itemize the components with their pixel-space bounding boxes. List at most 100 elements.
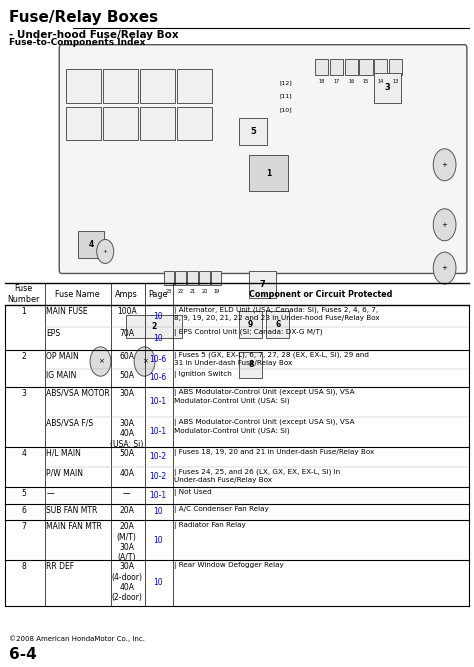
Bar	[140, 107, 175, 140]
Bar	[66, 69, 101, 103]
Bar	[211, 271, 221, 285]
Text: 6: 6	[21, 506, 26, 514]
Bar	[266, 311, 289, 338]
Text: 20A
(M/T)
30A
(A/T): 20A (M/T) 30A (A/T)	[117, 522, 137, 562]
Text: +: +	[103, 249, 108, 254]
Bar	[249, 271, 276, 298]
Bar	[345, 59, 358, 75]
Text: 20: 20	[201, 289, 208, 293]
Text: ©2008 American HondaMotor Co., Inc.: ©2008 American HondaMotor Co., Inc.	[9, 635, 146, 642]
Text: 13: 13	[392, 79, 399, 84]
Text: 19: 19	[213, 289, 219, 293]
Text: 10: 10	[153, 536, 163, 545]
Text: 14: 14	[377, 79, 384, 84]
Text: 30A: 30A	[119, 389, 134, 398]
Text: 3: 3	[384, 83, 391, 92]
Text: ABS/VSA MOTOR: ABS/VSA MOTOR	[46, 389, 110, 398]
Text: SUB FAN MTR: SUB FAN MTR	[46, 506, 98, 514]
Text: 2: 2	[21, 352, 26, 361]
Text: 10-2: 10-2	[149, 472, 166, 482]
Text: 10-6: 10-6	[149, 355, 166, 364]
Text: +: +	[442, 222, 447, 227]
Bar	[164, 271, 174, 285]
Text: [10]: [10]	[280, 107, 292, 112]
Text: RR DEF: RR DEF	[46, 562, 74, 571]
Bar	[177, 69, 212, 103]
Text: | Not Used: | Not Used	[174, 489, 212, 496]
Bar	[239, 118, 267, 145]
Text: | ABS Modulator-Control Unit (except USA Si), VSA
Modulator-Control Unit (USA: S: | ABS Modulator-Control Unit (except USA…	[174, 389, 355, 404]
Text: | Fuses 18, 19, 20 and 21 in Under-dash Fuse/Relay Box: | Fuses 18, 19, 20 and 21 in Under-dash …	[174, 449, 374, 456]
Text: | Radiator Fan Relay: | Radiator Fan Relay	[174, 522, 246, 529]
Circle shape	[433, 252, 456, 284]
Text: 2: 2	[151, 322, 157, 331]
Bar	[177, 107, 212, 140]
Text: 10-1: 10-1	[149, 491, 166, 500]
Text: 30A
(4-door)
40A
(2-door): 30A (4-door) 40A (2-door)	[111, 562, 142, 602]
Text: 5: 5	[21, 489, 26, 498]
Text: 23: 23	[165, 289, 172, 293]
Text: 8: 8	[248, 360, 254, 370]
Text: Fuse Name: Fuse Name	[55, 289, 100, 299]
Bar	[239, 311, 262, 338]
Bar	[374, 59, 387, 75]
Bar	[103, 107, 138, 140]
Text: | Rear Window Defogger Relay: | Rear Window Defogger Relay	[174, 562, 284, 569]
Text: EPS: EPS	[46, 329, 61, 338]
Bar	[374, 73, 401, 103]
Text: 7: 7	[260, 280, 265, 289]
Text: ABS/VSA F/S: ABS/VSA F/S	[46, 419, 93, 428]
Text: 6-4: 6-4	[9, 647, 37, 662]
Text: 21: 21	[189, 289, 196, 293]
Text: 10-6: 10-6	[149, 374, 166, 382]
Text: 50A: 50A	[119, 449, 134, 458]
Text: 10: 10	[153, 311, 163, 321]
Text: 1: 1	[21, 307, 26, 315]
Text: 3: 3	[21, 389, 26, 398]
Bar	[315, 59, 328, 75]
Text: [12]: [12]	[280, 80, 292, 85]
Text: P/W MAIN: P/W MAIN	[46, 469, 83, 478]
Text: MAIN FUSE: MAIN FUSE	[46, 307, 88, 315]
Text: IG MAIN: IG MAIN	[46, 371, 77, 380]
Circle shape	[90, 347, 111, 376]
Text: ×: ×	[98, 359, 103, 364]
Circle shape	[433, 209, 456, 241]
Text: 16: 16	[348, 79, 355, 84]
Text: —: —	[46, 489, 54, 498]
Text: | EPS Control Unit (Si; Canada: DX-G M/T): | EPS Control Unit (Si; Canada: DX-G M/T…	[174, 329, 323, 336]
Bar	[187, 271, 198, 285]
Text: 10-1: 10-1	[149, 428, 166, 436]
Bar	[103, 69, 138, 103]
Bar	[126, 315, 182, 338]
Bar	[330, 59, 343, 75]
Text: Fuse/Relay Boxes: Fuse/Relay Boxes	[9, 10, 159, 25]
Text: | Ignition Switch: | Ignition Switch	[174, 371, 232, 378]
Text: 15: 15	[363, 79, 369, 84]
Text: 100A: 100A	[117, 307, 137, 315]
Text: 30A
40A
(USA: Si): 30A 40A (USA: Si)	[110, 419, 144, 449]
Text: OP MAIN: OP MAIN	[46, 352, 79, 361]
Text: 6: 6	[275, 320, 281, 329]
Text: | A/C Condenser Fan Relay: | A/C Condenser Fan Relay	[174, 506, 269, 512]
Circle shape	[97, 239, 114, 263]
Text: 17: 17	[333, 79, 340, 84]
FancyBboxPatch shape	[59, 45, 467, 273]
Text: Component or Circuit Protected: Component or Circuit Protected	[249, 289, 393, 299]
Text: H/L MAIN: H/L MAIN	[46, 449, 82, 458]
Text: Amps: Amps	[116, 289, 138, 299]
Text: 4: 4	[21, 449, 26, 458]
Text: 10-2: 10-2	[149, 452, 166, 462]
Text: | Fuses 5 (GX, EX-L), 6, 7, 27, 28 (EX, EX-L, Si), 29 and
31 in Under-dash Fuse/: | Fuses 5 (GX, EX-L), 6, 7, 27, 28 (EX, …	[174, 352, 369, 366]
Text: [11]: [11]	[280, 93, 292, 99]
Text: 7: 7	[21, 522, 26, 531]
Text: 4: 4	[89, 240, 94, 249]
Text: 10: 10	[153, 334, 163, 344]
Text: | Alternator, ELD Unit (USA; Canada: Si), Fuses 2, 4, 6, 7,
8, 9, 19, 20, 21, 22: | Alternator, ELD Unit (USA; Canada: Si)…	[174, 307, 380, 321]
Bar	[78, 231, 104, 258]
Text: 10: 10	[153, 508, 163, 516]
Text: 22: 22	[177, 289, 184, 293]
Text: 60A: 60A	[119, 352, 134, 361]
Text: | ABS Modulator-Control Unit (except USA Si), VSA
Modulator-Control Unit (USA: S: | ABS Modulator-Control Unit (except USA…	[174, 419, 355, 434]
Text: —: —	[123, 489, 131, 498]
